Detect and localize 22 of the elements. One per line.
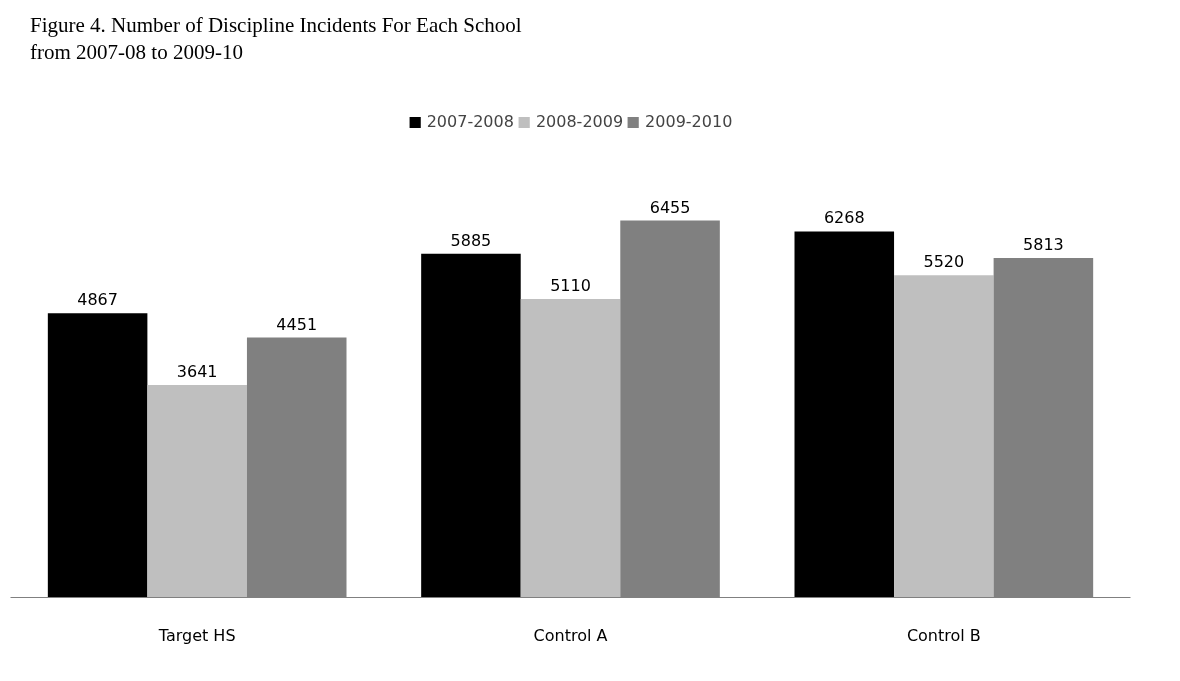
- x-tick-label: Control A: [533, 625, 608, 645]
- bar: [520, 299, 621, 598]
- bar: [894, 275, 994, 598]
- bar: [794, 231, 895, 598]
- data-label: 5520: [923, 252, 965, 272]
- bar: [147, 384, 247, 598]
- bar: [47, 313, 148, 598]
- data-label: 5813: [1023, 235, 1064, 255]
- data-label: 4451: [276, 314, 318, 334]
- data-label: 4867: [77, 290, 118, 310]
- data-label: 5885: [450, 230, 492, 250]
- data-label: 5110: [550, 276, 591, 296]
- data-label: 6455: [649, 197, 691, 217]
- x-tick-label: Target HS: [157, 625, 236, 645]
- data-label: 6268: [823, 208, 865, 228]
- data-label: 3641: [176, 361, 218, 381]
- chart-title: Figure 4. Number of Discipline Incidents For Each School from 2007-08 to 2009-10: [30, 12, 522, 67]
- legend-label: 2009-2010: [645, 112, 733, 131]
- legend-label: 2007-2008: [426, 112, 514, 131]
- bar: [421, 253, 521, 598]
- legend-label: 2008-2009: [535, 112, 624, 131]
- x-tick-label: Control B: [906, 625, 981, 645]
